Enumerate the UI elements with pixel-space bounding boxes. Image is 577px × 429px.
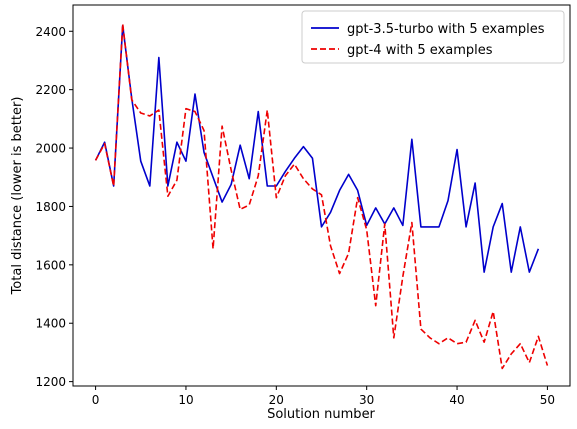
y-tick-label: 1600: [35, 258, 66, 272]
x-tick-label: 40: [449, 393, 464, 407]
y-tick-label: 1200: [35, 375, 66, 389]
x-axis-label: Solution number: [267, 407, 375, 422]
x-tick-label: 30: [359, 393, 374, 407]
y-axis-ticks: 1200 1400 1600 1800 2000 2200 2400: [35, 25, 73, 389]
series-layer: [94, 23, 549, 370]
x-tick-label: 10: [178, 393, 193, 407]
series-line-0: [94, 24, 540, 273]
x-tick-label: 50: [540, 393, 555, 407]
y-tick-label: 2200: [35, 83, 66, 97]
plot-area-frame: [72, 4, 571, 387]
legend: gpt-3.5-turbo with 5 examples gpt-4 with…: [301, 10, 565, 64]
y-axis-label: Total distance (lower is better): [10, 97, 25, 296]
legend-label-gpt35: gpt-3.5-turbo with 5 examples: [347, 22, 545, 37]
legend-label-gpt4: gpt-4 with 5 examples: [347, 43, 493, 58]
x-tick-label: 0: [92, 393, 100, 407]
y-tick-label: 2400: [35, 25, 66, 39]
series-line-1: [94, 23, 549, 370]
y-tick-label: 1400: [35, 317, 66, 331]
y-tick-label: 1800: [35, 200, 66, 214]
legend-box: [301, 10, 565, 64]
x-tick-label: 20: [269, 393, 284, 407]
x-axis-ticks: 0 10 20 30 40 50: [92, 386, 555, 407]
y-tick-label: 2000: [35, 142, 66, 156]
